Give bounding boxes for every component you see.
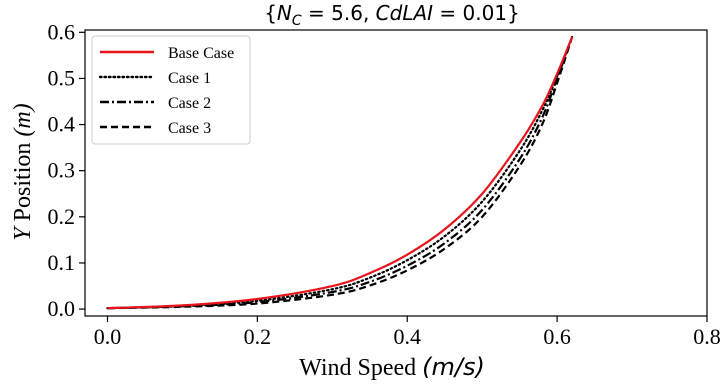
x-tick-label: 0.2 — [244, 324, 272, 349]
legend-label: Case 2 — [168, 95, 211, 112]
x-tick-label: 0.8 — [693, 324, 721, 349]
series-line-case-1 — [106, 35, 574, 310]
x-tick-label: 0.0 — [94, 324, 122, 349]
y-tick-label: 0.5 — [48, 65, 76, 90]
y-axis-label: Y Position (m) — [10, 103, 36, 240]
y-tick-label: 0.1 — [48, 250, 76, 275]
y-tick-label: 0.2 — [48, 204, 76, 229]
x-axis-label: Wind Speed (m/s) — [299, 353, 485, 381]
series-line-base-case — [107, 36, 574, 310]
x-tick-label: 0.6 — [543, 324, 571, 349]
series-line-case-3 — [107, 36, 574, 310]
series-line-case-2 — [107, 36, 574, 310]
y-axis-ticks: 0.0 0.1 0.2 0.3 0.4 0.5 0.6 — [48, 19, 85, 321]
data-lines — [106, 35, 574, 310]
y-tick-label: 0.3 — [48, 158, 76, 183]
x-axis-ticks: 0.0 0.2 0.4 0.6 0.8 — [94, 316, 721, 349]
legend-label: Base Case — [168, 45, 234, 62]
legend-label: Case 3 — [168, 120, 211, 137]
x-tick-label: 0.4 — [393, 324, 421, 349]
y-tick-label: 0.0 — [48, 296, 76, 321]
plot-area-frame — [84, 29, 708, 317]
y-tick-label: 0.4 — [48, 112, 76, 137]
chart-legend: Base Case Case 1 Case 2 Case 3 — [91, 35, 251, 145]
legend-box — [91, 35, 251, 145]
chart-title: {NC = 5.6, CdLAI = 0.01} — [264, 1, 520, 29]
legend-label: Case 1 — [168, 70, 211, 87]
y-tick-label: 0.6 — [48, 19, 76, 44]
